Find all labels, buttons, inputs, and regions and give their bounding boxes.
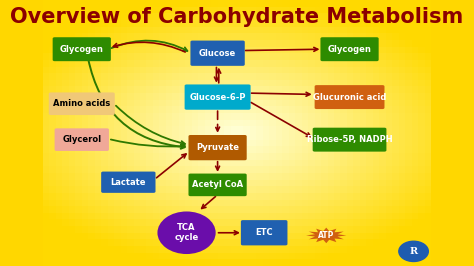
Text: Glucose: Glucose bbox=[199, 49, 236, 58]
FancyBboxPatch shape bbox=[315, 85, 384, 109]
FancyBboxPatch shape bbox=[101, 172, 155, 193]
Text: Pyruvate: Pyruvate bbox=[196, 143, 239, 152]
FancyBboxPatch shape bbox=[184, 85, 251, 110]
Ellipse shape bbox=[157, 211, 216, 254]
Text: Acetyl CoA: Acetyl CoA bbox=[192, 180, 243, 189]
Text: Glucuronic acid: Glucuronic acid bbox=[313, 93, 386, 102]
Text: TCA
cycle: TCA cycle bbox=[174, 223, 199, 242]
FancyBboxPatch shape bbox=[241, 220, 287, 245]
Text: R: R bbox=[410, 247, 418, 256]
Text: Lactate: Lactate bbox=[110, 178, 146, 187]
FancyBboxPatch shape bbox=[313, 128, 386, 152]
FancyBboxPatch shape bbox=[55, 128, 109, 151]
Text: Glycerol: Glycerol bbox=[62, 135, 101, 144]
Text: Glycogen: Glycogen bbox=[60, 45, 104, 54]
Text: ETC: ETC bbox=[255, 228, 273, 237]
FancyBboxPatch shape bbox=[320, 37, 379, 61]
Text: Ribose-5P, NADPH: Ribose-5P, NADPH bbox=[307, 135, 392, 144]
Text: Glycogen: Glycogen bbox=[328, 45, 372, 54]
Text: ATP: ATP bbox=[318, 231, 335, 240]
FancyBboxPatch shape bbox=[189, 174, 246, 196]
FancyBboxPatch shape bbox=[191, 41, 245, 66]
Polygon shape bbox=[306, 228, 346, 243]
FancyBboxPatch shape bbox=[189, 135, 246, 160]
Text: Amino acids: Amino acids bbox=[53, 99, 110, 108]
Text: Overview of Carbohydrate Metabolism: Overview of Carbohydrate Metabolism bbox=[10, 7, 464, 27]
FancyBboxPatch shape bbox=[49, 93, 115, 115]
Text: Glucose-6-P: Glucose-6-P bbox=[189, 93, 246, 102]
FancyBboxPatch shape bbox=[53, 37, 111, 61]
Circle shape bbox=[399, 241, 428, 261]
